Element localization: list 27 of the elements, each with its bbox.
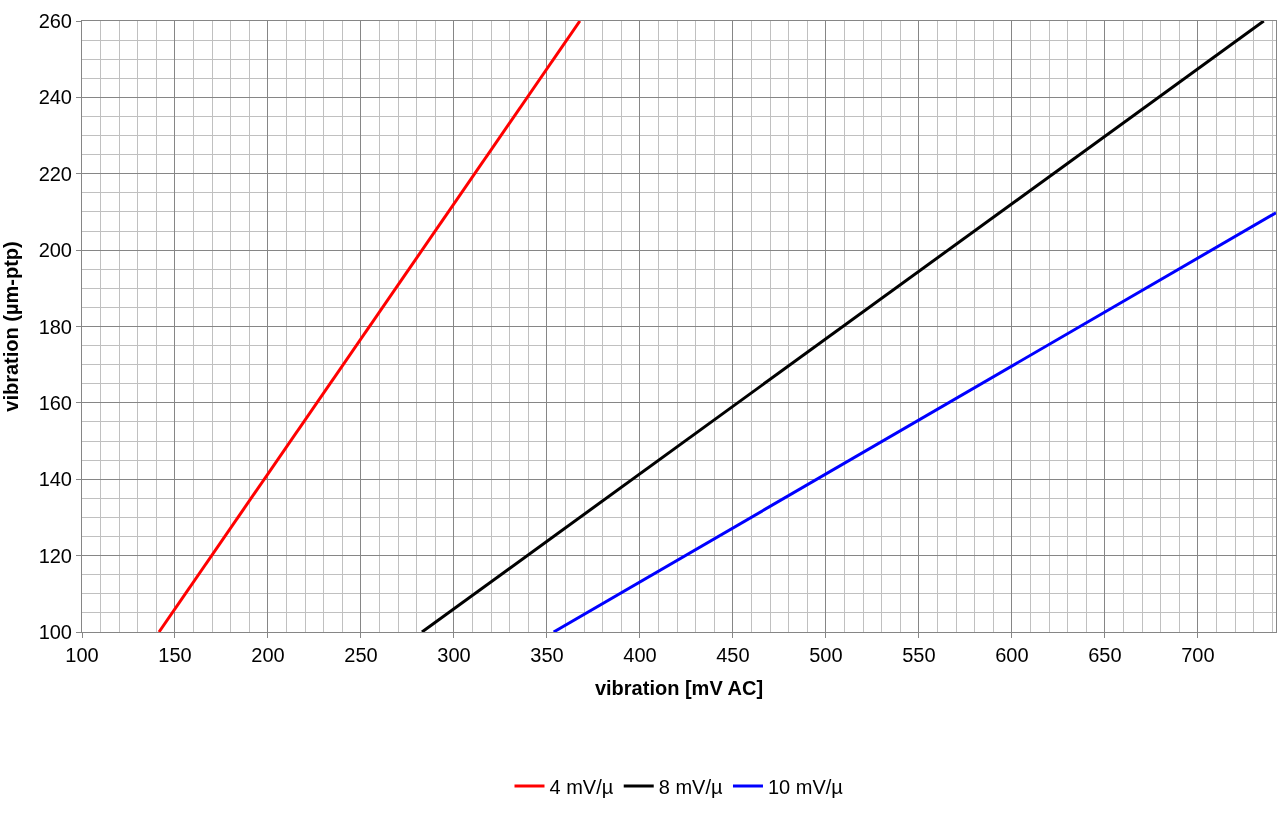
y-tick-label: 100 [38,621,72,643]
y-tick-label: 220 [38,162,72,185]
y-tick-label: 120 [38,544,72,567]
y-tick-label: 200 [38,239,72,262]
x-tick-label: 250 [344,644,378,666]
x-axis-title: vibration [mV AC] [594,676,764,699]
legend-label: 10 mV/µ [767,775,844,798]
x-tick-label: 200 [251,644,285,666]
x-tick-label: 400 [623,644,657,666]
y-tick-label: 160 [38,391,72,414]
x-tick-label: 350 [530,644,564,666]
y-tick-label: 240 [38,86,72,109]
x-tick-label: 150 [158,644,192,666]
x-tick-label: 500 [809,644,843,666]
y-tick-label: 140 [38,468,72,491]
y-tick-label: 180 [38,315,72,338]
x-tick-label: 600 [995,644,1029,666]
y-tick-label: 260 [38,10,72,32]
x-tick-label: 300 [437,644,471,666]
x-tick-label: 450 [716,644,750,666]
x-tick-label: 550 [902,644,936,666]
y-axis-title: vibration (µm-ptp) [0,241,22,412]
x-tick-label: 700 [1181,644,1215,666]
x-tick-label: 100 [65,644,99,666]
x-tick-label: 650 [1088,644,1122,666]
legend-label: 8 mV/µ [658,775,723,798]
legend-label: 4 mV/µ [549,775,614,798]
